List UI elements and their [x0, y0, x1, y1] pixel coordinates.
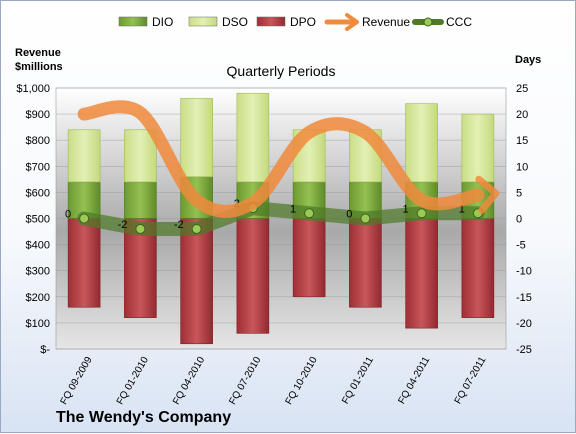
revenue-arrow-head [475, 175, 500, 214]
right-tick-label: -25 [516, 344, 532, 356]
category-label: FQ 07-2011 [453, 355, 489, 406]
legend-label-dpo: DPO [290, 15, 316, 29]
bar-dpo [236, 218, 270, 334]
right-tick-label: 10 [516, 161, 528, 173]
chart-title: Quarterly Periods [227, 63, 336, 79]
left-tick-label: $900 [26, 109, 50, 121]
bar-dpo [180, 218, 213, 345]
ccc-data-label: 0 [65, 209, 71, 221]
bar-dpo [292, 218, 326, 298]
ccc-data-label: 1 [459, 203, 465, 215]
bar-dso [236, 92, 270, 183]
legend-swatch-dpo [256, 16, 286, 27]
bar-dio [124, 181, 157, 219]
bar-dso [124, 129, 157, 183]
legend-arrow-revenue [345, 13, 359, 31]
ccc-point [191, 223, 202, 234]
bar-dpo [461, 218, 495, 318]
ccc-point [135, 223, 146, 234]
category-label: FQ 10-2010 [284, 355, 320, 407]
legend-label-revenue: Revenue [362, 15, 410, 29]
left-tick-label: $700 [26, 161, 50, 173]
left-tick-label: $400 [26, 240, 50, 252]
left-tick-label: $300 [26, 266, 50, 278]
bar-dso [405, 103, 438, 183]
left-tick-label: $1,000 [16, 83, 50, 95]
right-tick-label: -5 [516, 240, 526, 252]
right-tick-label: 15 [516, 135, 528, 147]
left-tick-label: $- [40, 344, 50, 356]
legend-marker-ccc [423, 17, 433, 27]
ccc-data-label: 0 [346, 209, 352, 221]
right-tick-label: 5 [516, 187, 522, 199]
ccc-point [360, 213, 371, 224]
ccc-data-label: -2 [174, 219, 184, 231]
right-tick-label: 0 [516, 214, 522, 226]
category-label: FQ 04-2010 [171, 355, 207, 407]
ccc-point [79, 213, 90, 224]
right-tick-label: -20 [516, 318, 532, 330]
ccc-data-label: 1 [290, 203, 296, 215]
category-label: FQ 09-2009 [59, 355, 95, 407]
ccc-data-label: -2 [118, 219, 128, 231]
left-tick-label: $200 [26, 292, 50, 304]
series-revenue-line [77, 100, 485, 218]
left-tick-label: $500 [26, 214, 50, 226]
ccc-point [304, 208, 315, 219]
left-tick-label: $100 [26, 318, 50, 330]
ccc-point [416, 208, 427, 219]
legend-swatch-dso [188, 16, 218, 27]
left-tick-label: $800 [26, 135, 50, 147]
ccc-data-label: 1 [403, 203, 409, 215]
bar-dpo [405, 218, 438, 329]
left-axis-title-line1: Revenue [15, 47, 61, 59]
bar-dso [461, 113, 495, 183]
right-tick-label: 25 [516, 83, 528, 95]
legend-label-ccc: CCC [446, 15, 472, 29]
legend-label-dio: DIO [152, 15, 173, 29]
bar-dso [180, 98, 213, 178]
category-label: FQ 01-2010 [115, 355, 151, 407]
right-axis-title: Days [515, 54, 541, 66]
left-axis-title-line2: $millions [15, 61, 63, 73]
legend-label-dso: DSO [222, 15, 248, 29]
legend-swatch-dio [118, 16, 148, 27]
right-tick-label: -10 [516, 266, 532, 278]
left-tick-label: $600 [26, 187, 50, 199]
bar-dpo [349, 218, 382, 308]
right-tick-label: 20 [516, 109, 528, 121]
series-ccc-line [77, 201, 485, 236]
category-label: FQ 04-2011 [396, 355, 432, 406]
bar-dpo [67, 218, 101, 308]
category-label: FQ 01-2011 [340, 355, 376, 406]
company-name: The Wendy's Company [56, 409, 231, 426]
right-tick-label: -15 [516, 292, 532, 304]
bar-dso [67, 129, 101, 183]
category-label: FQ 07-2010 [227, 355, 263, 407]
